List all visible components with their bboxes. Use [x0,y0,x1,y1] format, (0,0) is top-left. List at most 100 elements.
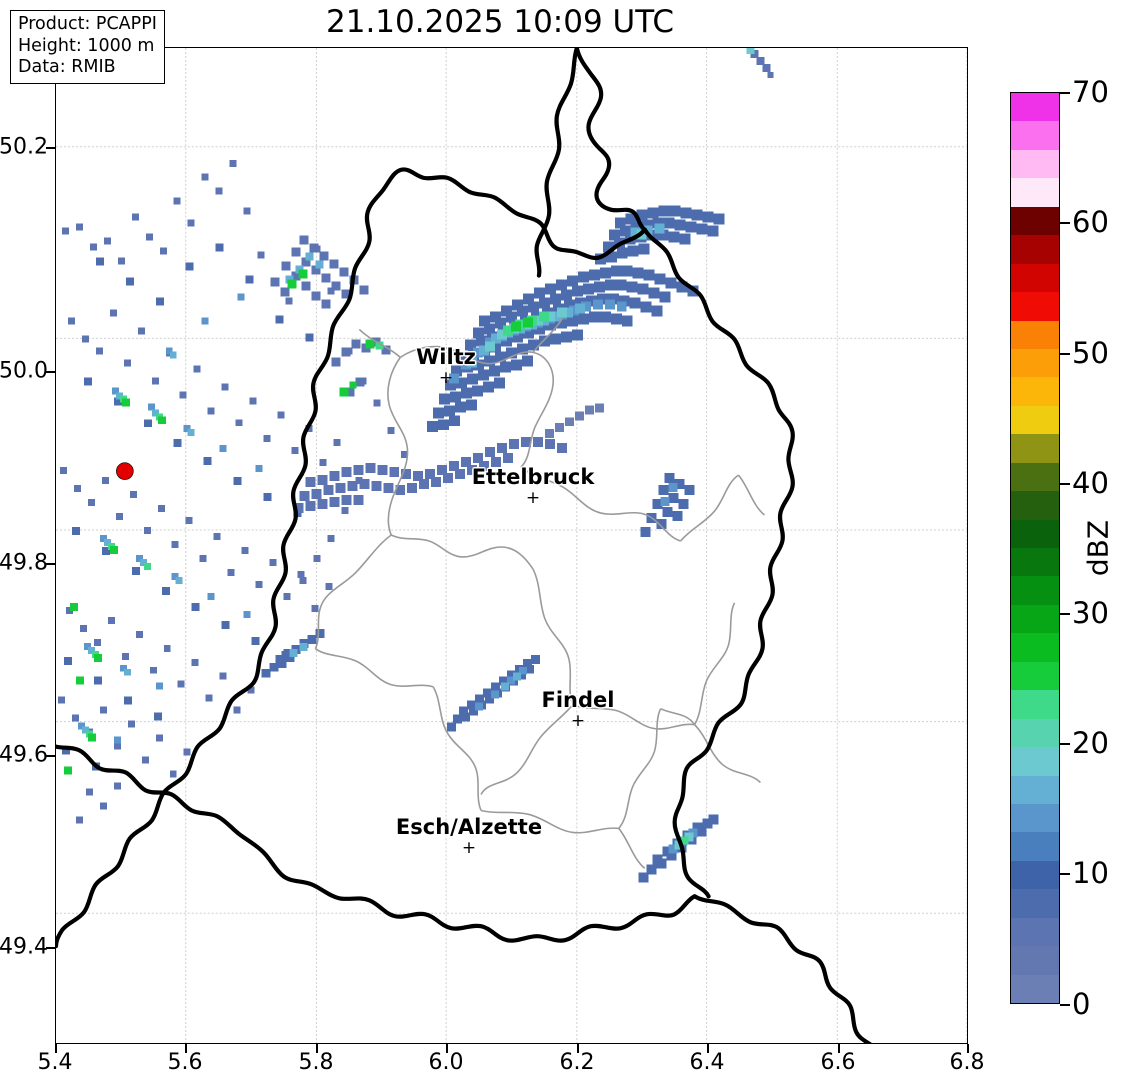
radar-map-canvas [56,48,967,1043]
colorbar-band-28 [1011,178,1059,207]
y-tick-label: 49.6 [0,742,48,768]
colorbar-band-27 [1011,206,1059,236]
y-tickmark [46,563,55,565]
city-name: Wiltz [416,345,476,369]
x-tick-label: 5.8 [298,1050,334,1075]
colorbar-tickmark [1060,613,1070,615]
colorbar-tick-label: 50 [1072,336,1109,370]
colorbar[interactable] [1010,92,1060,1004]
colorbar-band-31 [1011,93,1059,122]
colorbar-band-2 [1011,917,1059,947]
x-tick-label: 6.6 [820,1050,856,1075]
colorbar-band-13 [1011,604,1059,634]
x-tickmark [838,1044,840,1053]
colorbar-band-16 [1011,519,1059,548]
city-marker-cross: + [570,711,586,731]
y-tick-label: 49.4 [0,934,48,960]
x-tick-label: 6.0 [428,1050,464,1075]
colorbar-band-11 [1011,661,1059,691]
colorbar-band-3 [1011,889,1059,918]
colorbar-band-23 [1011,320,1059,349]
radar-echo-field [57,48,774,883]
x-tickmark [316,1044,318,1053]
radar-site-marker [116,462,134,480]
colorbar-band-24 [1011,292,1059,321]
colorbar-tick-label: 60 [1072,205,1109,239]
colorbar-band-26 [1011,235,1059,264]
colorbar-tickmark [1060,353,1070,355]
colorbar-tickmark [1060,222,1070,224]
city-name: Esch/Alzette [395,815,543,839]
y-tickmark [46,755,55,757]
colorbar-band-7 [1011,775,1059,804]
info-product: Product: PCAPPI [18,14,157,34]
colorbar-band-25 [1011,263,1059,293]
page-title: 21.10.2025 10:09 UTC [326,4,674,40]
colorbar-band-20 [1011,405,1059,435]
info-data: Data: RMIB [18,57,116,78]
colorbar-band-12 [1011,633,1059,662]
colorbar-tick-label: 20 [1072,726,1109,760]
y-tickmark [46,371,55,373]
colorbar-band-5 [1011,832,1059,861]
colorbar-tick-label: 10 [1072,856,1109,890]
colorbar-band-14 [1011,576,1059,605]
colorbar-band-21 [1011,377,1059,406]
colorbar-band-29 [1011,149,1059,179]
x-tick-label: 5.4 [37,1050,73,1075]
x-tick-label: 5.6 [167,1050,203,1075]
colorbar-band-17 [1011,491,1059,520]
y-tick-label: 50.0 [0,358,48,384]
x-tickmark [55,1044,57,1053]
colorbar-tickmark [1060,873,1070,875]
colorbar-tickmark [1060,743,1070,745]
city-marker-cross: + [461,838,477,858]
radar-map-plot[interactable] [55,47,968,1044]
colorbar-tick-label: 70 [1072,75,1109,109]
city-label-wiltz: Wiltz + [416,345,476,388]
y-tick-label: 50.2 [0,134,48,160]
y-tickmark [46,147,55,149]
colorbar-tick-label: 0 [1072,987,1091,1021]
colorbar-band-1 [1011,946,1059,975]
city-label-findel: Findel + [541,688,615,731]
x-tickmark [185,1044,187,1053]
colorbar-tickmark [1060,1004,1070,1006]
x-tickmark [967,1044,969,1053]
colorbar-tickmark [1060,483,1070,485]
x-tickmark [577,1044,579,1053]
city-marker-cross: + [525,488,541,508]
y-tick-label: 49.8 [0,550,48,576]
colorbar-tickmark [1060,92,1070,94]
x-tick-label: 6.2 [559,1050,595,1075]
city-label-ettelbruck: Ettelbruck + [471,465,595,508]
colorbar-band-30 [1011,121,1059,150]
city-name: Findel [541,688,615,712]
x-tick-label: 6.4 [689,1050,725,1075]
colorbar-band-9 [1011,718,1059,748]
colorbar-band-22 [1011,348,1059,378]
colorbar-band-6 [1011,803,1059,833]
colorbar-tick-label: 30 [1072,596,1109,630]
colorbar-band-0 [1011,974,1059,1003]
colorbar-tick-label: 40 [1072,466,1109,500]
info-height: Height: 1000 m [18,35,155,56]
colorbar-band-8 [1011,747,1059,776]
x-tickmark [707,1044,709,1053]
x-tick-label: 6.8 [949,1050,985,1075]
city-marker-cross: + [438,368,454,388]
colorbar-axis-label: dBZ [1081,519,1115,577]
colorbar-band-10 [1011,690,1059,719]
gridlines [56,48,967,1043]
canton-borders [314,317,765,869]
colorbar-band-19 [1011,434,1059,463]
colorbar-band-18 [1011,462,1059,492]
y-tickmark [46,947,55,949]
colorbar-band-15 [1011,548,1059,577]
national-borders [56,48,872,1043]
city-name: Ettelbruck [471,465,595,489]
city-label-esch-alzette: Esch/Alzette + [395,815,543,858]
x-tickmark [446,1044,448,1053]
colorbar-band-4 [1011,860,1059,890]
info-box: Product: PCAPPI Height: 1000 m Data: RMI… [10,10,165,85]
